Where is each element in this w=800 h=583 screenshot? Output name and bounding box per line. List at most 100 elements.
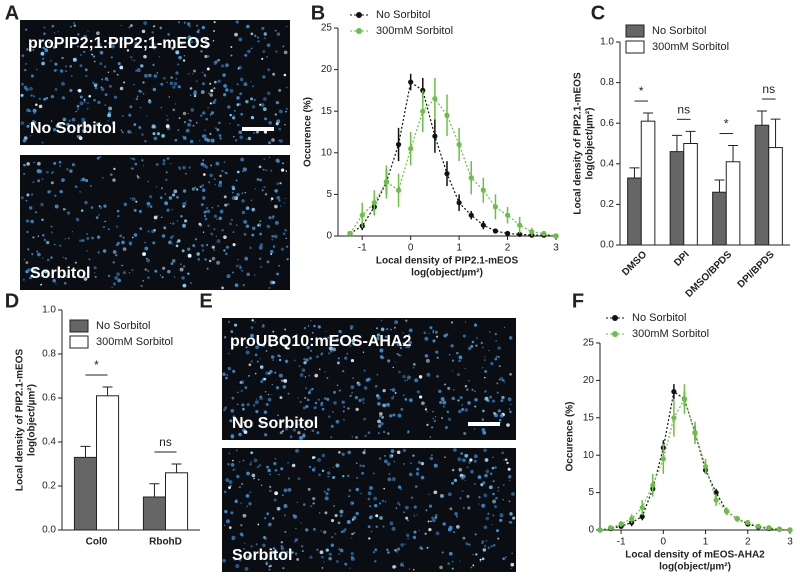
- fluorescence-spot: [408, 568, 411, 570]
- fluorescence-spot: [367, 431, 371, 434]
- fluorescence-spot: [225, 376, 228, 380]
- fluorescence-spot: [448, 551, 453, 556]
- fluorescence-spot: [435, 531, 440, 536]
- fluorescence-spot: [511, 552, 514, 555]
- fluorescence-spot: [236, 474, 240, 479]
- fluorescence-spot: [402, 374, 406, 379]
- y-tick-label: 0: [588, 525, 594, 536]
- fluorescence-spot: [136, 175, 140, 179]
- fluorescence-spot: [284, 328, 287, 331]
- fluorescence-spot: [484, 376, 486, 379]
- fluorescence-spot: [509, 521, 513, 524]
- data-point: [383, 179, 390, 185]
- fluorescence-spot: [206, 209, 211, 214]
- fluorescence-spot: [254, 321, 256, 324]
- fluorescence-spot: [273, 336, 275, 338]
- fluorescence-spot: [254, 34, 256, 36]
- fluorescence-spot: [134, 42, 139, 46]
- fluorescence-spot: [357, 382, 361, 386]
- y-axis-label: log(object/µm²): [27, 384, 38, 456]
- y-tick-label: 1.0: [600, 37, 614, 48]
- fluorescence-spot: [202, 231, 205, 233]
- fluorescence-spot: [234, 110, 236, 112]
- fluorescence-spot: [376, 327, 378, 330]
- fluorescence-spot: [109, 40, 113, 44]
- fluorescence-spot: [257, 224, 260, 227]
- fluorescence-spot: [456, 373, 461, 377]
- fluorescence-spot: [70, 75, 73, 77]
- fluorescence-spot: [281, 341, 283, 343]
- fluorescence-spot: [88, 258, 91, 261]
- fluorescence-spot: [316, 431, 320, 435]
- fluorescence-spot: [204, 75, 206, 77]
- fluorescence-spot: [213, 87, 216, 90]
- fluorescence-spot: [314, 373, 319, 378]
- fluorescence-spot: [484, 390, 487, 393]
- fluorescence-spot: [303, 357, 306, 361]
- fluorescence-spot: [83, 34, 87, 39]
- fluorescence-spot: [71, 163, 75, 167]
- fluorescence-spot: [261, 343, 266, 348]
- fluorescence-spot: [492, 514, 495, 517]
- fluorescence-spot: [223, 249, 226, 252]
- fluorescence-spot: [227, 105, 231, 109]
- fluorescence-spot: [472, 564, 475, 567]
- fluorescence-spot: [418, 395, 423, 399]
- fluorescence-spot: [260, 484, 263, 487]
- fluorescence-spot: [400, 564, 402, 567]
- fluorescence-spot: [235, 179, 238, 182]
- fluorescence-spot: [347, 450, 352, 455]
- fluorescence-spot: [255, 543, 258, 546]
- fluorescence-spot: [351, 537, 353, 539]
- fluorescence-spot: [459, 497, 462, 500]
- fluorescence-spot: [22, 278, 26, 281]
- fluorescence-spot: [198, 139, 201, 142]
- fluorescence-spot: [387, 359, 391, 363]
- fluorescence-spot: [201, 134, 206, 138]
- fluorescence-spot: [189, 139, 194, 144]
- fluorescence-spot: [258, 165, 262, 169]
- fluorescence-spot: [270, 169, 273, 172]
- fluorescence-spot: [458, 359, 461, 363]
- fluorescence-spot: [382, 389, 386, 393]
- fluorescence-spot: [338, 553, 341, 556]
- fluorescence-spot: [250, 199, 253, 202]
- fluorescence-spot: [506, 461, 509, 465]
- fluorescence-spot: [459, 560, 461, 562]
- fluorescence-spot: [142, 279, 145, 282]
- fluorescence-spot: [127, 130, 131, 134]
- fluorescence-spot: [254, 188, 256, 190]
- fluorescence-spot: [213, 177, 216, 181]
- fluorescence-spot: [129, 24, 133, 27]
- y-tick-label: 0.6: [42, 393, 56, 404]
- fluorescence-spot: [69, 65, 73, 68]
- fluorescence-spot: [178, 166, 181, 169]
- fluorescence-spot: [221, 169, 224, 173]
- fluorescence-spot: [234, 32, 238, 37]
- fluorescence-spot: [241, 170, 244, 173]
- fluorescence-spot: [265, 169, 267, 171]
- fluorescence-spot: [171, 208, 173, 211]
- fluorescence-spot: [169, 236, 173, 239]
- fluorescence-spot: [302, 433, 306, 436]
- fluorescence-spot: [313, 324, 316, 328]
- fluorescence-spot: [43, 97, 46, 101]
- fluorescence-spot: [36, 252, 41, 257]
- fluorescence-spot: [154, 269, 158, 273]
- fluorescence-spot: [458, 467, 463, 472]
- bar: [73, 456, 97, 531]
- fluorescence-spot: [367, 525, 371, 529]
- significance-label: ns: [159, 435, 172, 449]
- fluorescence-spot: [225, 88, 229, 92]
- fluorescence-spot: [129, 105, 133, 109]
- error-bar: [149, 483, 160, 497]
- fluorescence-spot: [153, 215, 158, 220]
- fluorescence-spot: [330, 519, 335, 523]
- y-tick-label: 15: [321, 106, 333, 117]
- fluorescence-spot: [301, 550, 304, 552]
- fluorescence-spot: [243, 232, 247, 236]
- fluorescence-spot: [95, 83, 98, 85]
- error-bar: [671, 134, 682, 152]
- fluorescence-spot: [381, 356, 385, 360]
- fluorescence-spot: [447, 417, 452, 422]
